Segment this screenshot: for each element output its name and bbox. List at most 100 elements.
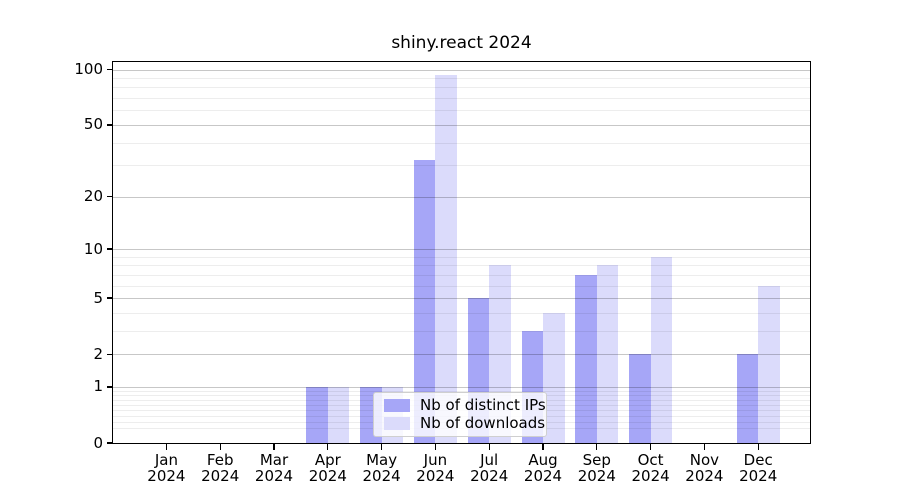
x-tick-mark <box>165 444 168 450</box>
x-tick-year: 2024 <box>147 466 186 485</box>
x-tick-month: May <box>366 451 398 469</box>
gridline-major <box>113 124 810 126</box>
x-tick-mark <box>381 444 383 450</box>
legend-item-distinct-ips: Nb of distinct IPs <box>374 396 546 414</box>
x-tick-year: 2024 <box>577 466 616 485</box>
gridline-minor <box>113 285 810 287</box>
gridline-minor <box>113 256 810 258</box>
bar-downloads-sep <box>596 265 619 443</box>
bar-ips-apr <box>306 386 328 443</box>
x-tick-label: Mar 2024 <box>246 452 302 485</box>
y-tick-label: 5 <box>93 288 103 307</box>
y-tick-mark <box>107 353 113 355</box>
x-tick-mark <box>434 444 437 450</box>
x-tick-label: May 2024 <box>354 451 410 485</box>
x-tick-year: 2024 <box>254 466 294 485</box>
gridline-minor <box>113 87 810 89</box>
x-tick-month: Oct <box>637 451 664 469</box>
bar-ips-sep <box>575 274 597 443</box>
x-tick-year: 2024 <box>631 466 670 485</box>
x-tick-month: Nov <box>689 451 720 469</box>
x-tick-label: Aug 2024 <box>515 451 571 485</box>
x-tick-label: Jan 2024 <box>138 451 194 485</box>
x-tick-label: Sep 2024 <box>569 451 625 485</box>
y-tick-label: 2 <box>93 344 103 363</box>
x-tick-mark <box>542 444 544 450</box>
y-tick-mark <box>107 248 113 250</box>
x-tick-month: Aug <box>528 451 558 469</box>
gridline-minor <box>113 165 810 167</box>
gridline-minor <box>113 142 810 144</box>
bar-ips-oct <box>629 354 651 443</box>
legend: Nb of distinct IPs Nb of downloads <box>373 392 547 437</box>
x-tick-month: Jan <box>154 451 178 469</box>
x-tick-mark <box>488 444 490 450</box>
y-tick-label: 100 <box>74 60 103 79</box>
gridline-minor <box>113 265 810 267</box>
x-tick-month: Feb <box>206 451 234 469</box>
chart-title: shiny.react 2024 <box>391 33 532 53</box>
gridline-major <box>113 298 810 300</box>
gridline-minor <box>113 391 810 393</box>
x-tick-month: Dec <box>743 451 773 469</box>
gridline-major <box>113 69 810 71</box>
x-tick-mark <box>703 444 706 450</box>
bar-downloads-oct <box>650 256 673 443</box>
x-tick-label: Jul 2024 <box>461 451 517 485</box>
x-tick-label: Jun 2024 <box>407 451 463 485</box>
y-tick-mark <box>107 442 113 444</box>
gridline-minor <box>113 78 810 80</box>
y-tick-label: 0 <box>93 433 103 452</box>
y-tick-label: 10 <box>83 239 103 258</box>
y-tick-mark <box>107 297 113 299</box>
x-tick-year: 2024 <box>523 466 563 485</box>
x-tick-mark <box>650 444 652 450</box>
x-tick-mark <box>219 444 221 450</box>
bar-downloads-dec <box>758 285 780 443</box>
x-tick-year: 2024 <box>308 466 347 485</box>
y-tick-mark <box>107 196 113 198</box>
gridline-major <box>113 249 810 250</box>
x-tick-month: Sep <box>582 451 611 469</box>
x-tick-year: 2024 <box>416 466 455 485</box>
bar-ips-dec <box>736 354 759 443</box>
x-tick-label: Oct 2024 <box>623 451 679 485</box>
y-tick-mark <box>107 124 113 126</box>
legend-swatch-distinct-ips-icon <box>384 398 410 412</box>
x-tick-mark <box>757 444 759 450</box>
y-tick-mark <box>107 386 113 388</box>
x-tick-label: Dec 2024 <box>730 451 786 485</box>
x-tick-year: 2024 <box>685 466 724 485</box>
x-tick-year: 2024 <box>739 466 778 485</box>
legend-item-downloads: Nb of downloads <box>374 415 546 432</box>
gridline-major <box>113 196 810 198</box>
x-tick-label: Feb 2024 <box>192 451 248 484</box>
x-tick-month: Jul <box>480 451 499 469</box>
y-tick-label: 20 <box>83 187 103 206</box>
y-tick-label: 50 <box>83 115 103 134</box>
x-tick-year: 2024 <box>470 466 509 485</box>
x-tick-month: Jun <box>423 451 448 469</box>
x-tick-mark <box>327 444 329 450</box>
bar-downloads-jun <box>435 75 457 443</box>
legend-swatch-downloads-icon <box>384 417 410 431</box>
gridline-minor <box>113 330 810 332</box>
y-tick-mark <box>107 69 113 71</box>
gridline-minor <box>113 274 810 276</box>
legend-label-downloads: Nb of downloads <box>420 414 546 433</box>
bar-ips-jun <box>413 160 436 443</box>
gridline-major <box>113 354 810 356</box>
x-tick-year: 2024 <box>362 466 401 485</box>
bar-downloads-aug <box>543 312 565 443</box>
x-tick-label: Nov 2024 <box>676 451 732 485</box>
gridline-minor <box>113 312 810 314</box>
x-tick-mark <box>273 444 275 450</box>
bar-downloads-apr <box>327 386 350 443</box>
gridline-major <box>113 386 810 388</box>
gridline-minor <box>113 98 810 100</box>
x-tick-label: Apr 2024 <box>300 452 356 485</box>
plot-area <box>113 62 810 443</box>
gridline-minor <box>113 110 810 112</box>
y-tick-label: 1 <box>93 377 103 396</box>
